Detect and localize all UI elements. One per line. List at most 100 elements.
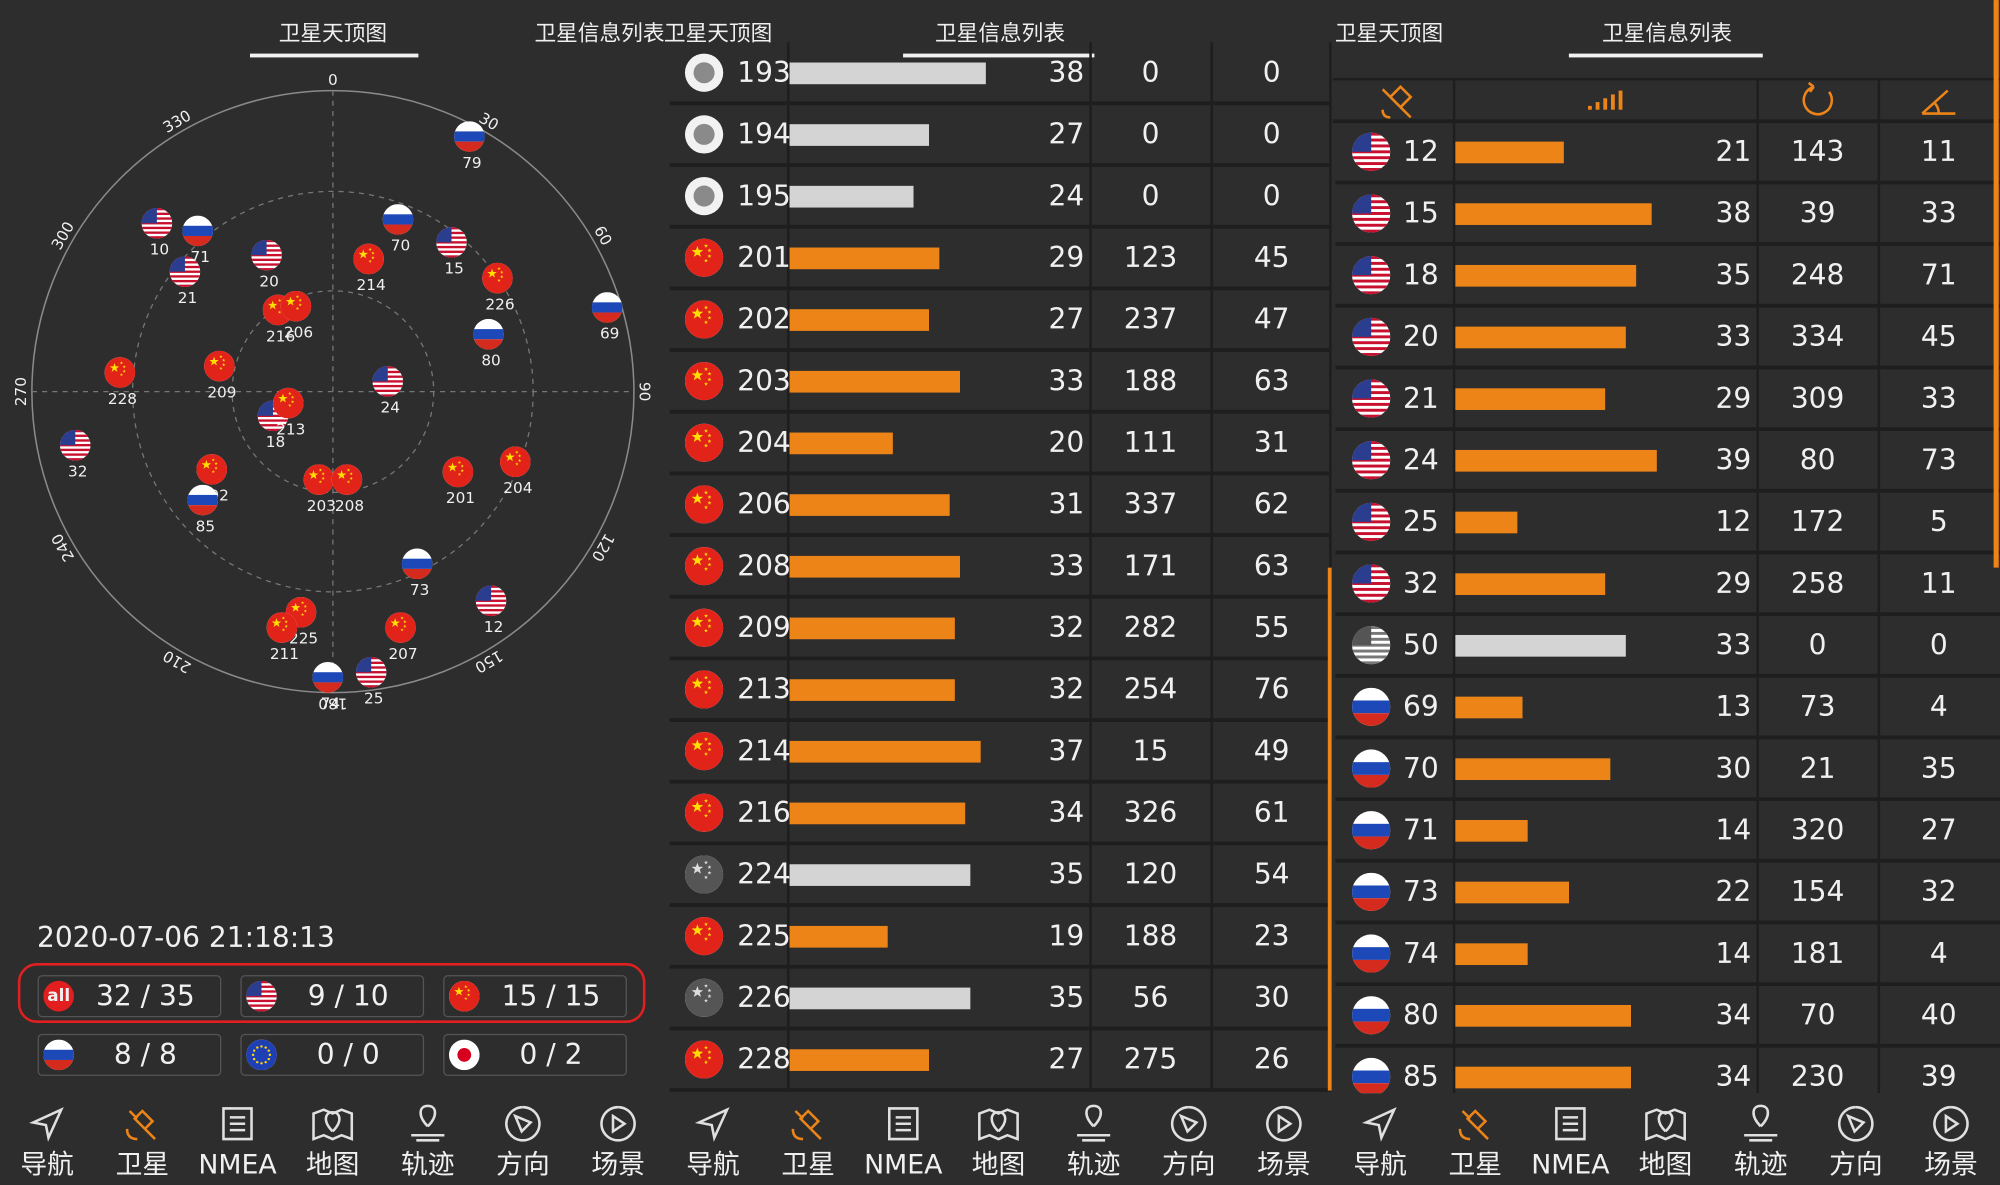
tab-underline [1568, 53, 1763, 58]
elevation-value: 27 [1921, 813, 1957, 846]
nav-item[interactable]: 方向 [1829, 1105, 1883, 1180]
flag-clip [684, 300, 724, 339]
tab[interactable]: 卫星信息列表 [935, 21, 1065, 46]
flag-clip [59, 429, 91, 461]
flag-icon [1352, 872, 1391, 911]
nav-item[interactable]: 卫星 [116, 1109, 170, 1180]
nav-icon [1170, 1105, 1207, 1142]
nav-item[interactable]: 导航 [686, 1107, 740, 1181]
flag-icon [169, 256, 201, 288]
flag-icon [1352, 1057, 1391, 1094]
sky-satellite-label: 207 [388, 645, 417, 663]
flag-stripe [169, 284, 201, 288]
flag-icon [684, 916, 724, 956]
flag-star [119, 361, 124, 365]
flag-star [691, 430, 704, 442]
flag-star [460, 469, 464, 473]
nav-item[interactable]: 地图 [1639, 1108, 1693, 1181]
flag-star [487, 268, 497, 278]
flag-icon [204, 350, 235, 382]
flag-star [403, 620, 407, 624]
nav-item[interactable]: 轨迹 [1067, 1104, 1121, 1180]
nav-item[interactable]: NMEA [198, 1107, 277, 1180]
tab[interactable]: 卫星信息列表 [1602, 21, 1732, 46]
elevation-value: 0 [1263, 56, 1281, 89]
flag-blue [1352, 823, 1391, 837]
snr-value: 32 [1048, 673, 1084, 706]
tab[interactable]: 卫星天顶图 [279, 21, 387, 46]
flag-clip [436, 227, 467, 258]
nav-item[interactable]: NMEA [864, 1107, 943, 1180]
azimuth-value: 275 [1124, 1043, 1178, 1076]
flag-core [693, 185, 715, 207]
tab[interactable]: 卫星天顶图 [1335, 21, 1443, 46]
nav-item[interactable]: NMEA [1531, 1107, 1610, 1180]
flag-clip [187, 484, 219, 516]
azimuth-value: 143 [1791, 135, 1845, 168]
flag-all [43, 980, 74, 1012]
flag-clip [684, 855, 724, 894]
flag-icon [196, 454, 228, 485]
elevation-value: 40 [1921, 998, 1957, 1031]
azimuth-value: 172 [1791, 505, 1845, 538]
flag-stripe [355, 685, 387, 688]
flag-stripe [436, 255, 467, 258]
flag-blue [591, 302, 623, 313]
flag-icon [385, 612, 416, 643]
flag-stripe [1352, 593, 1391, 597]
flag-stripe [59, 448, 91, 452]
flag-stripe [1352, 229, 1391, 233]
snr-bar [1455, 634, 1626, 657]
flag-icon: all [43, 980, 74, 1012]
flag-clip [401, 548, 433, 580]
nav-item[interactable]: 导航 [20, 1107, 74, 1181]
satellite-id: 20 [1403, 320, 1439, 353]
flag-stripe [1352, 402, 1391, 406]
nav-item[interactable]: 场景 [1924, 1105, 1978, 1180]
flag-blue [1352, 947, 1391, 960]
flag-stripe [1352, 661, 1391, 665]
nav-item[interactable]: 轨迹 [401, 1104, 455, 1180]
sky-satellite-label: 25 [364, 690, 383, 708]
flag-stripe [251, 263, 282, 266]
nav-item[interactable]: 导航 [1353, 1107, 1407, 1181]
satellite-id: 69 [1403, 690, 1439, 723]
snr-bar [1455, 696, 1523, 719]
flag-icon [182, 215, 214, 247]
nav-item[interactable]: 地图 [972, 1108, 1026, 1181]
satellite-id: 70 [1403, 752, 1439, 785]
satellite-id: 18 [1403, 258, 1439, 291]
flag-field [280, 290, 312, 322]
nav-item[interactable]: 场景 [591, 1105, 645, 1180]
nav-item[interactable]: 轨迹 [1734, 1104, 1788, 1180]
flag-icon [104, 357, 136, 388]
satellite-id: 193 [737, 56, 791, 89]
flag-field [684, 793, 724, 832]
compass-label: 180 [318, 694, 347, 712]
satellite-id: 226 [737, 981, 791, 1014]
tab[interactable]: 卫星信息列表 [534, 21, 664, 46]
snr-value: 38 [1716, 197, 1752, 230]
signal-icon-bar [1595, 102, 1600, 110]
nav-item[interactable]: 卫星 [781, 1109, 835, 1180]
nav-label: 方向 [496, 1149, 550, 1180]
tab[interactable]: 卫星天顶图 [664, 21, 772, 46]
flag-star [707, 870, 712, 875]
nav-item[interactable]: 场景 [1257, 1105, 1311, 1180]
stat-text: 0 / 0 [317, 1038, 380, 1071]
flag-icon [1352, 256, 1391, 295]
azimuth-value: 230 [1791, 1060, 1845, 1093]
snr-value: 24 [1048, 179, 1084, 212]
flag-stripe [257, 409, 289, 413]
nav-icon [222, 1107, 253, 1141]
snr-value: 30 [1716, 752, 1752, 785]
nav-item[interactable]: 卫星 [1448, 1109, 1502, 1180]
flag-clip [684, 423, 724, 462]
satellite-id: 80 [1403, 998, 1439, 1031]
flag-clip [1352, 749, 1391, 788]
nav-item[interactable]: 方向 [496, 1105, 550, 1180]
satellite-id: 15 [1403, 197, 1439, 230]
nav-item[interactable]: 方向 [1162, 1105, 1216, 1180]
nav-item[interactable]: 地图 [306, 1108, 360, 1181]
